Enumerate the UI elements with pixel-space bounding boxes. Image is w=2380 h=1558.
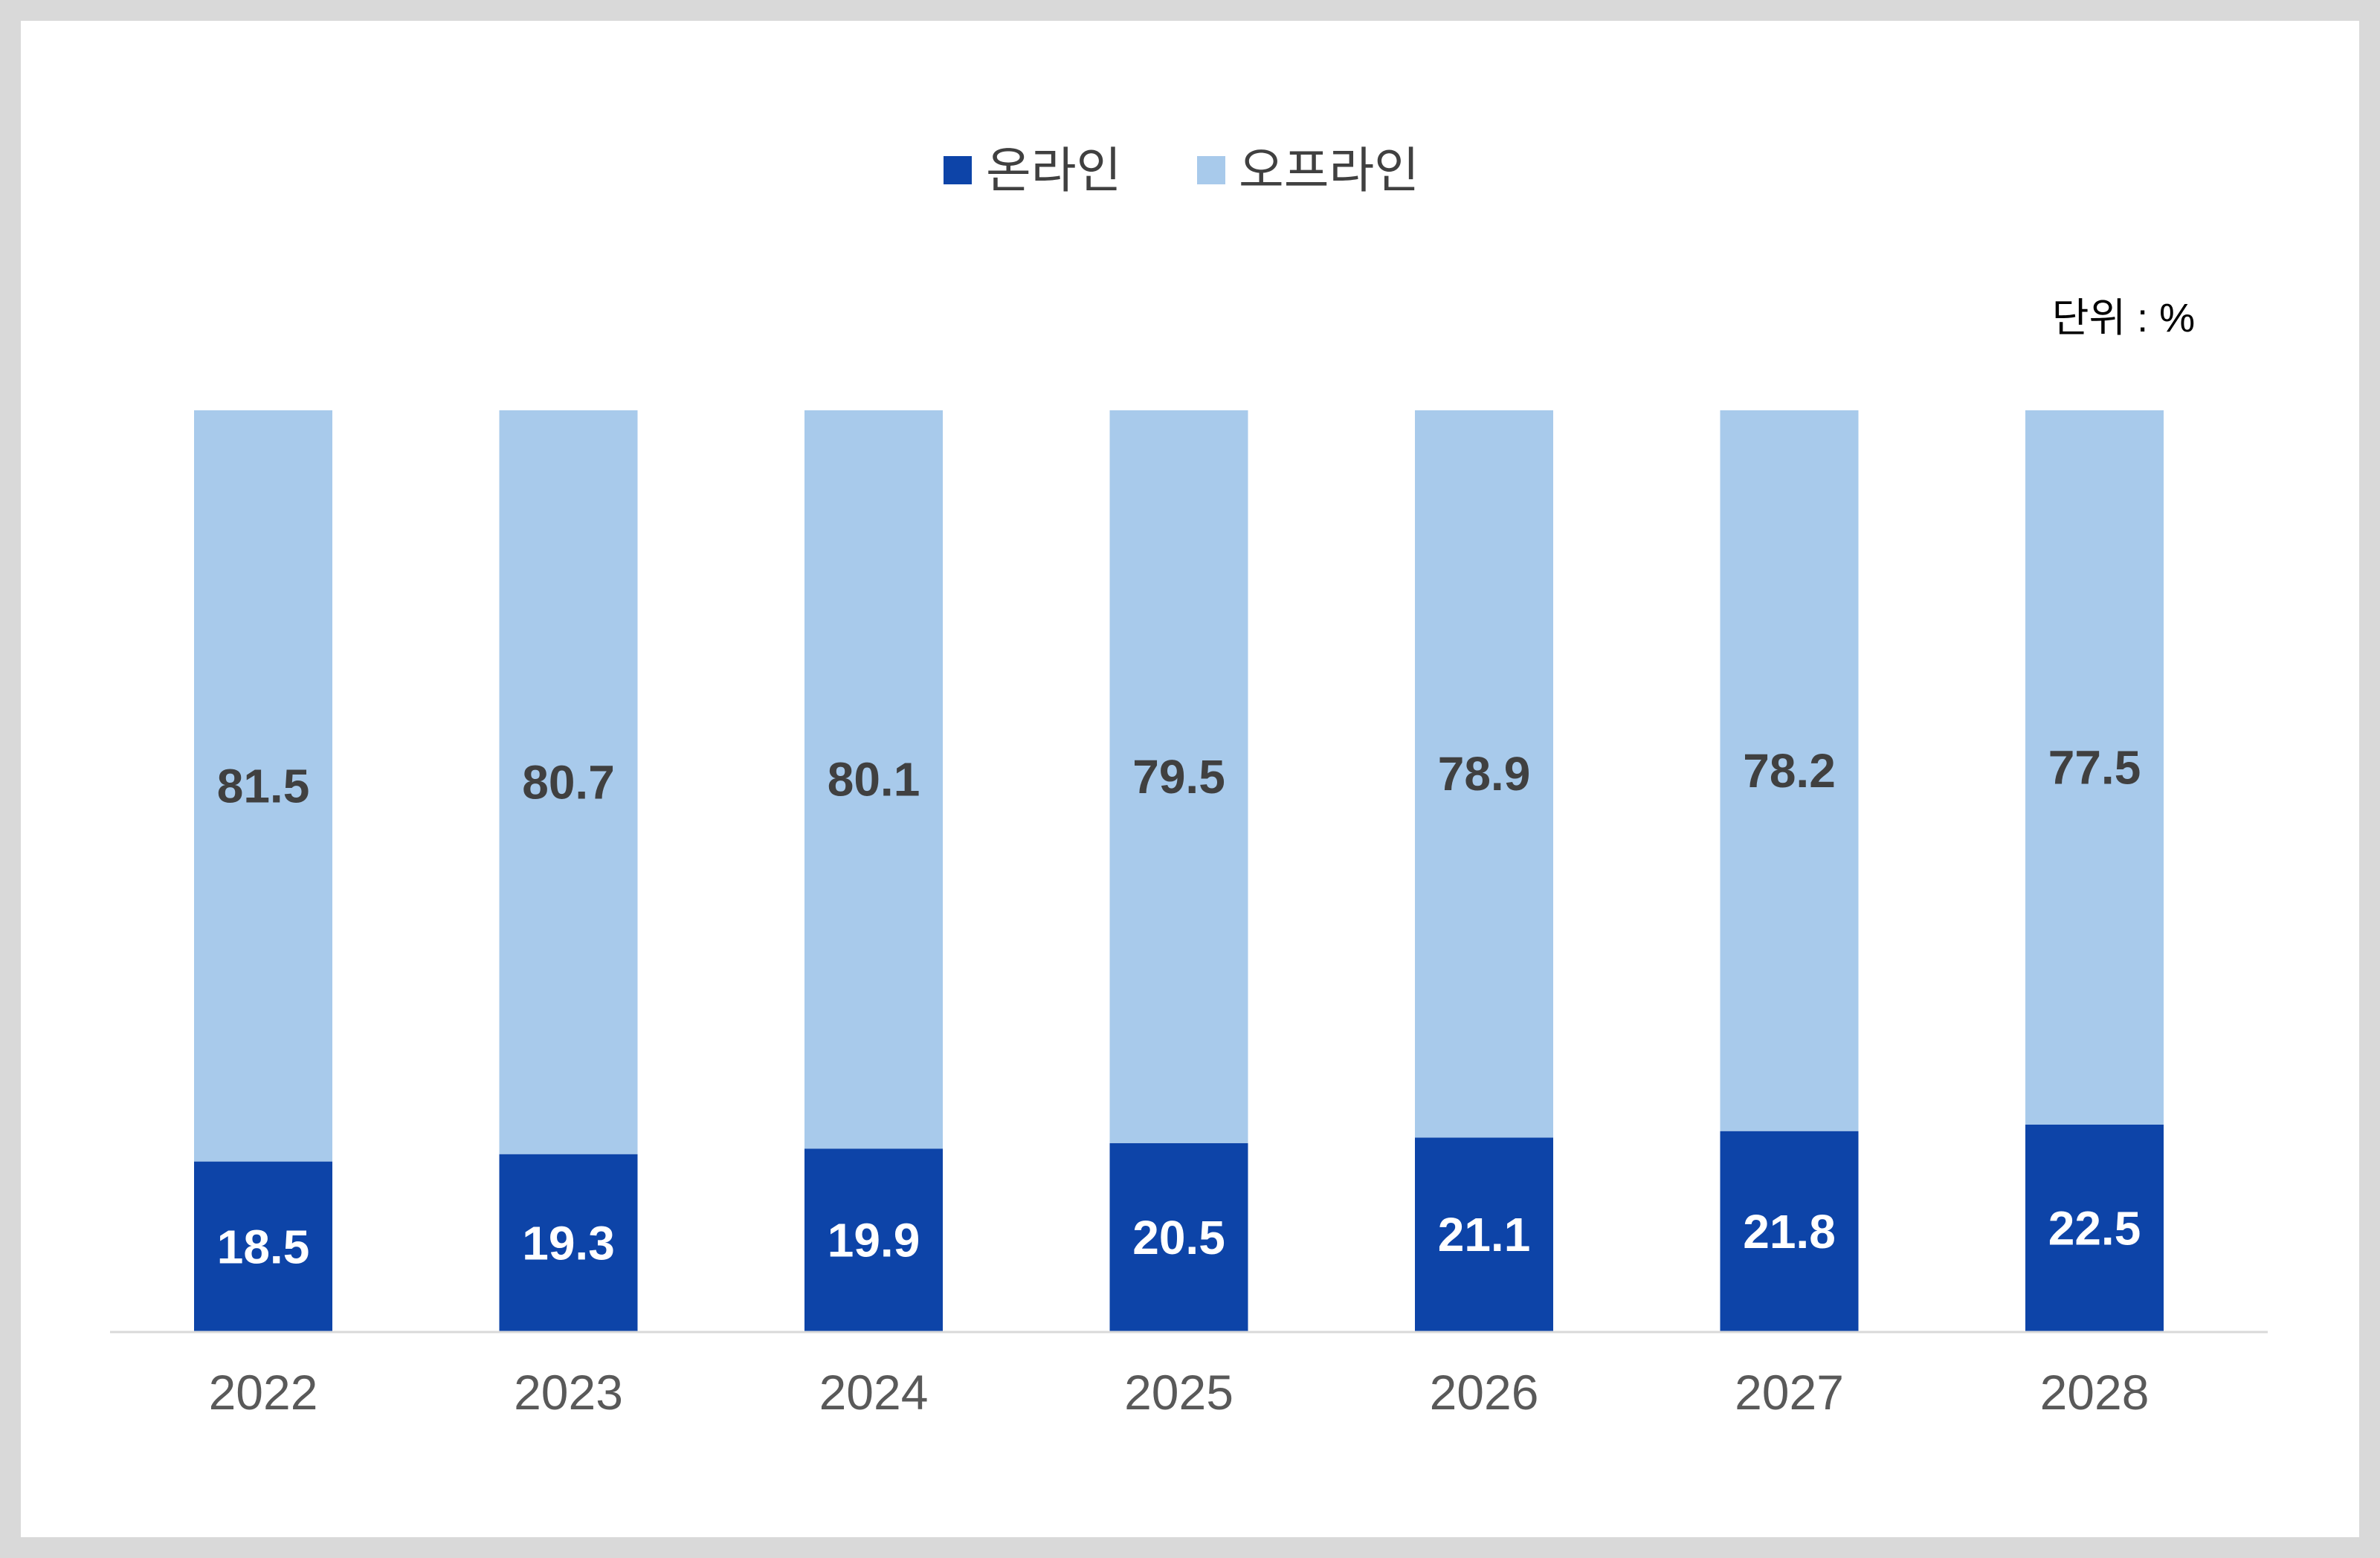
data-label-online-2026: 21.1 [1438, 1208, 1531, 1261]
x-tick-label-2023: 2023 [514, 1365, 623, 1420]
x-tick-label-2025: 2025 [1124, 1365, 1233, 1420]
bar-offline-2022 [194, 410, 332, 1162]
data-label-offline-2028: 77.5 [2048, 741, 2141, 795]
bar-offline-2024 [804, 410, 943, 1149]
bar-online-2028 [2025, 1125, 2164, 1332]
bar-offline-2026 [1415, 410, 1553, 1138]
data-label-offline-2027: 78.2 [1743, 744, 1836, 798]
data-label-offline-2023: 80.7 [522, 755, 615, 809]
data-label-online-2022: 18.5 [217, 1220, 310, 1273]
stacked-bar-chart: 온라인 오프라인 단위 : % 18.5 81.5 19.3 80.7 19.9 80.1… [110, 143, 2268, 1420]
bar-online-2024 [804, 1148, 943, 1332]
data-label-online-2027: 21.8 [1743, 1205, 1836, 1258]
legend-label-offline: 오프라인 [1239, 143, 1419, 198]
x-axis-ticks: 2022 2023 2024 2025 2026 2027 2028 [209, 1365, 2150, 1420]
x-tick-label-2022: 2022 [209, 1365, 318, 1420]
data-label-offline-2022: 81.5 [217, 759, 310, 812]
data-label-online-2023: 19.3 [522, 1216, 615, 1270]
bar-group: 18.5 81.5 19.3 80.7 19.9 80.1 20.5 79.5 21.1 78.9… [194, 410, 2164, 1332]
bar-online-2023 [499, 1154, 638, 1332]
data-label-online-2024: 19.9 [828, 1214, 920, 1267]
data-label-offline-2025: 79.5 [1132, 750, 1225, 804]
data-label-online-2028: 22.5 [2048, 1202, 2141, 1255]
bar-offline-2028 [2025, 410, 2164, 1125]
x-tick-label-2024: 2024 [819, 1365, 929, 1420]
data-label-offline-2024: 80.1 [828, 753, 920, 807]
bar-offline-2025 [1109, 410, 1248, 1143]
bar-offline-2027 [1720, 410, 1859, 1131]
legend: 온라인 오프라인 [944, 143, 1419, 198]
bar-offline-2023 [499, 410, 638, 1154]
legend-swatch-offline [1197, 156, 1225, 184]
legend-swatch-online [944, 156, 972, 184]
bar-online-2026 [1415, 1137, 1553, 1332]
bar-online-2027 [1720, 1131, 1859, 1332]
bar-online-2025 [1109, 1142, 1248, 1332]
chart-frame: 온라인 오프라인 단위 : % 18.5 81.5 19.3 80.7 19.9 80.1… [21, 21, 2359, 1537]
unit-label: 단위 : % [2052, 296, 2195, 340]
data-label-offline-2026: 78.9 [1438, 747, 1531, 801]
legend-label-online: 온라인 [986, 143, 1121, 198]
data-label-online-2025: 20.5 [1132, 1211, 1225, 1264]
x-tick-label-2027: 2027 [1735, 1365, 1844, 1420]
x-tick-label-2026: 2026 [1430, 1365, 1539, 1420]
bar-online-2022 [194, 1161, 332, 1332]
x-tick-label-2028: 2028 [2040, 1365, 2150, 1420]
